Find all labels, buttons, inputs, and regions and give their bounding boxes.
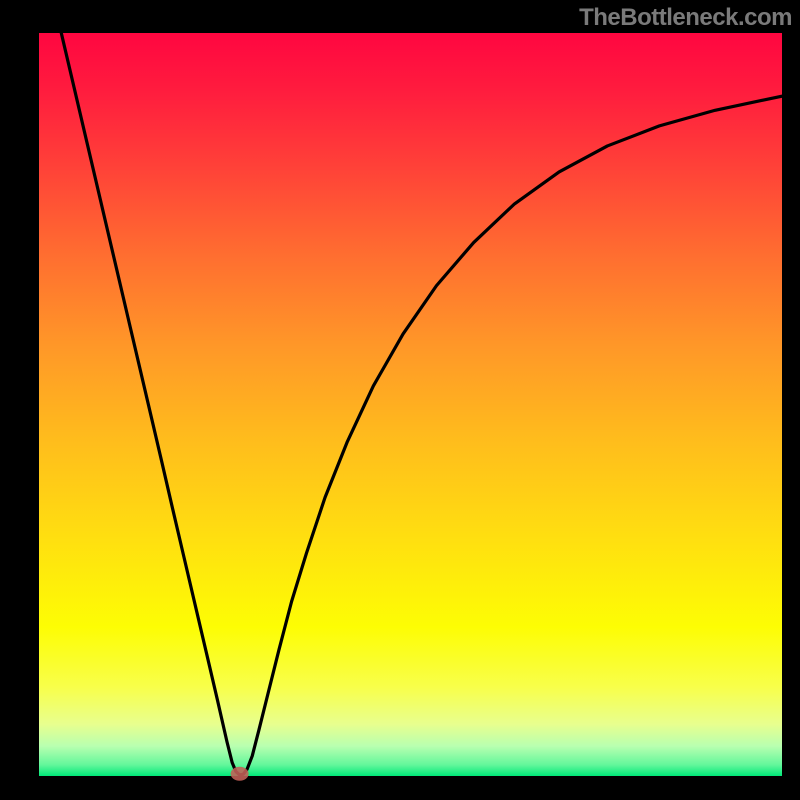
chart-container: TheBottleneck.com: [0, 0, 800, 800]
watermark-text: TheBottleneck.com: [579, 4, 792, 32]
gradient-background: [39, 33, 782, 776]
minimum-marker: [231, 767, 249, 781]
bottleneck-chart: [0, 0, 800, 800]
